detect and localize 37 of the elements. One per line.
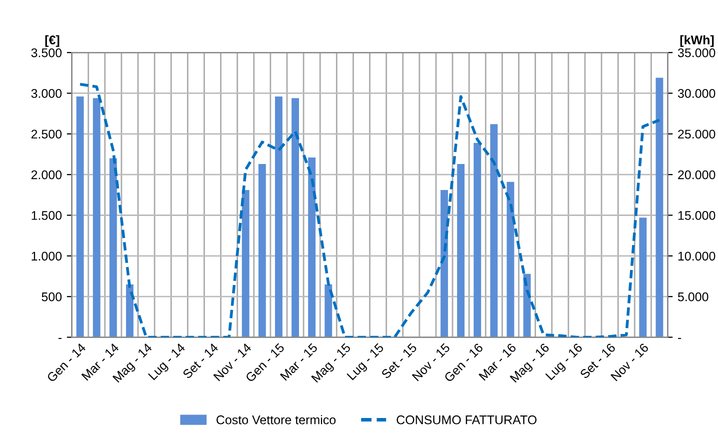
bar [76, 96, 84, 338]
y2-axis-title: [kWh] [680, 35, 714, 47]
y-tick-label: 3.000 [31, 89, 62, 98]
bar [490, 124, 498, 338]
y2-tick-label: 10.000 [678, 252, 716, 261]
bar [324, 284, 332, 338]
y-tick-label: 2.000 [31, 170, 62, 180]
y-tick-label: 1.000 [32, 252, 62, 261]
bar [242, 190, 250, 338]
bar [457, 164, 465, 338]
y2-tick-label: - [678, 338, 682, 339]
y-tick-label: 500 [42, 292, 62, 302]
line-series [78, 82, 661, 338]
bar [258, 164, 266, 338]
bar [92, 98, 100, 338]
bar [126, 284, 134, 338]
y-tick-label: 1.500 [32, 211, 62, 220]
y-tick-label: 3.500 [31, 48, 62, 58]
y-axis-title: [€] [45, 35, 60, 47]
y-tick-label: - [58, 338, 62, 339]
y2-tick-label: 20.000 [678, 170, 716, 180]
bar [109, 158, 117, 338]
y2-tick-label: 35.000 [678, 48, 716, 58]
legend-label: CONSUMO FATTURATO [396, 415, 536, 424]
bar [639, 218, 647, 338]
y2-tick-label: 5.000 [678, 292, 708, 302]
bar [275, 96, 282, 338]
bar [292, 98, 299, 338]
y2-tick-label: 15.000 [678, 211, 716, 220]
bar [308, 157, 316, 338]
bar [656, 78, 664, 338]
y-tick-label: 2.500 [31, 130, 62, 139]
y2-tick-label: 25.000 [678, 130, 716, 139]
y2-tick-label: 30.000 [678, 89, 716, 98]
bar [474, 142, 482, 338]
legend-label: Costo Vettore termico [216, 415, 336, 424]
bar [440, 190, 448, 338]
